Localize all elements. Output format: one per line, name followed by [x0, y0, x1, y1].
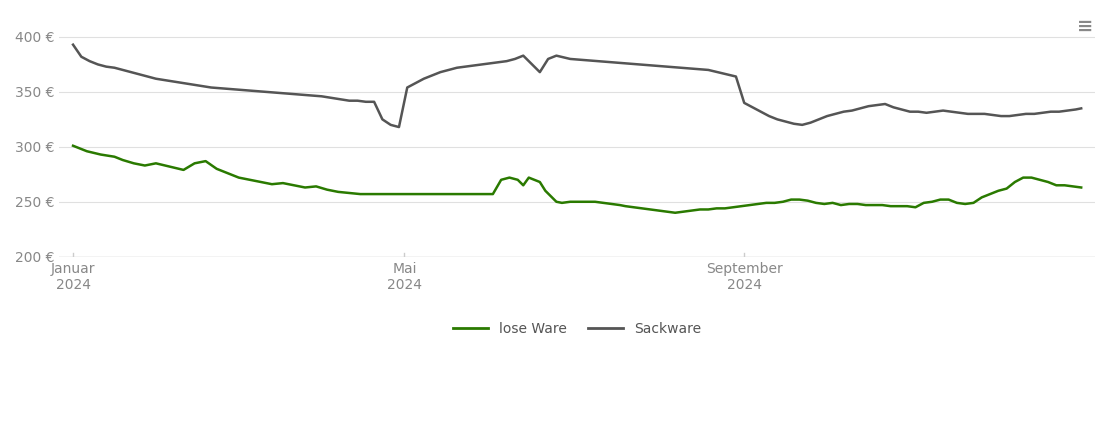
Text: ≡: ≡ — [1077, 17, 1093, 36]
Legend: lose Ware, Sackware: lose Ware, Sackware — [447, 316, 706, 342]
